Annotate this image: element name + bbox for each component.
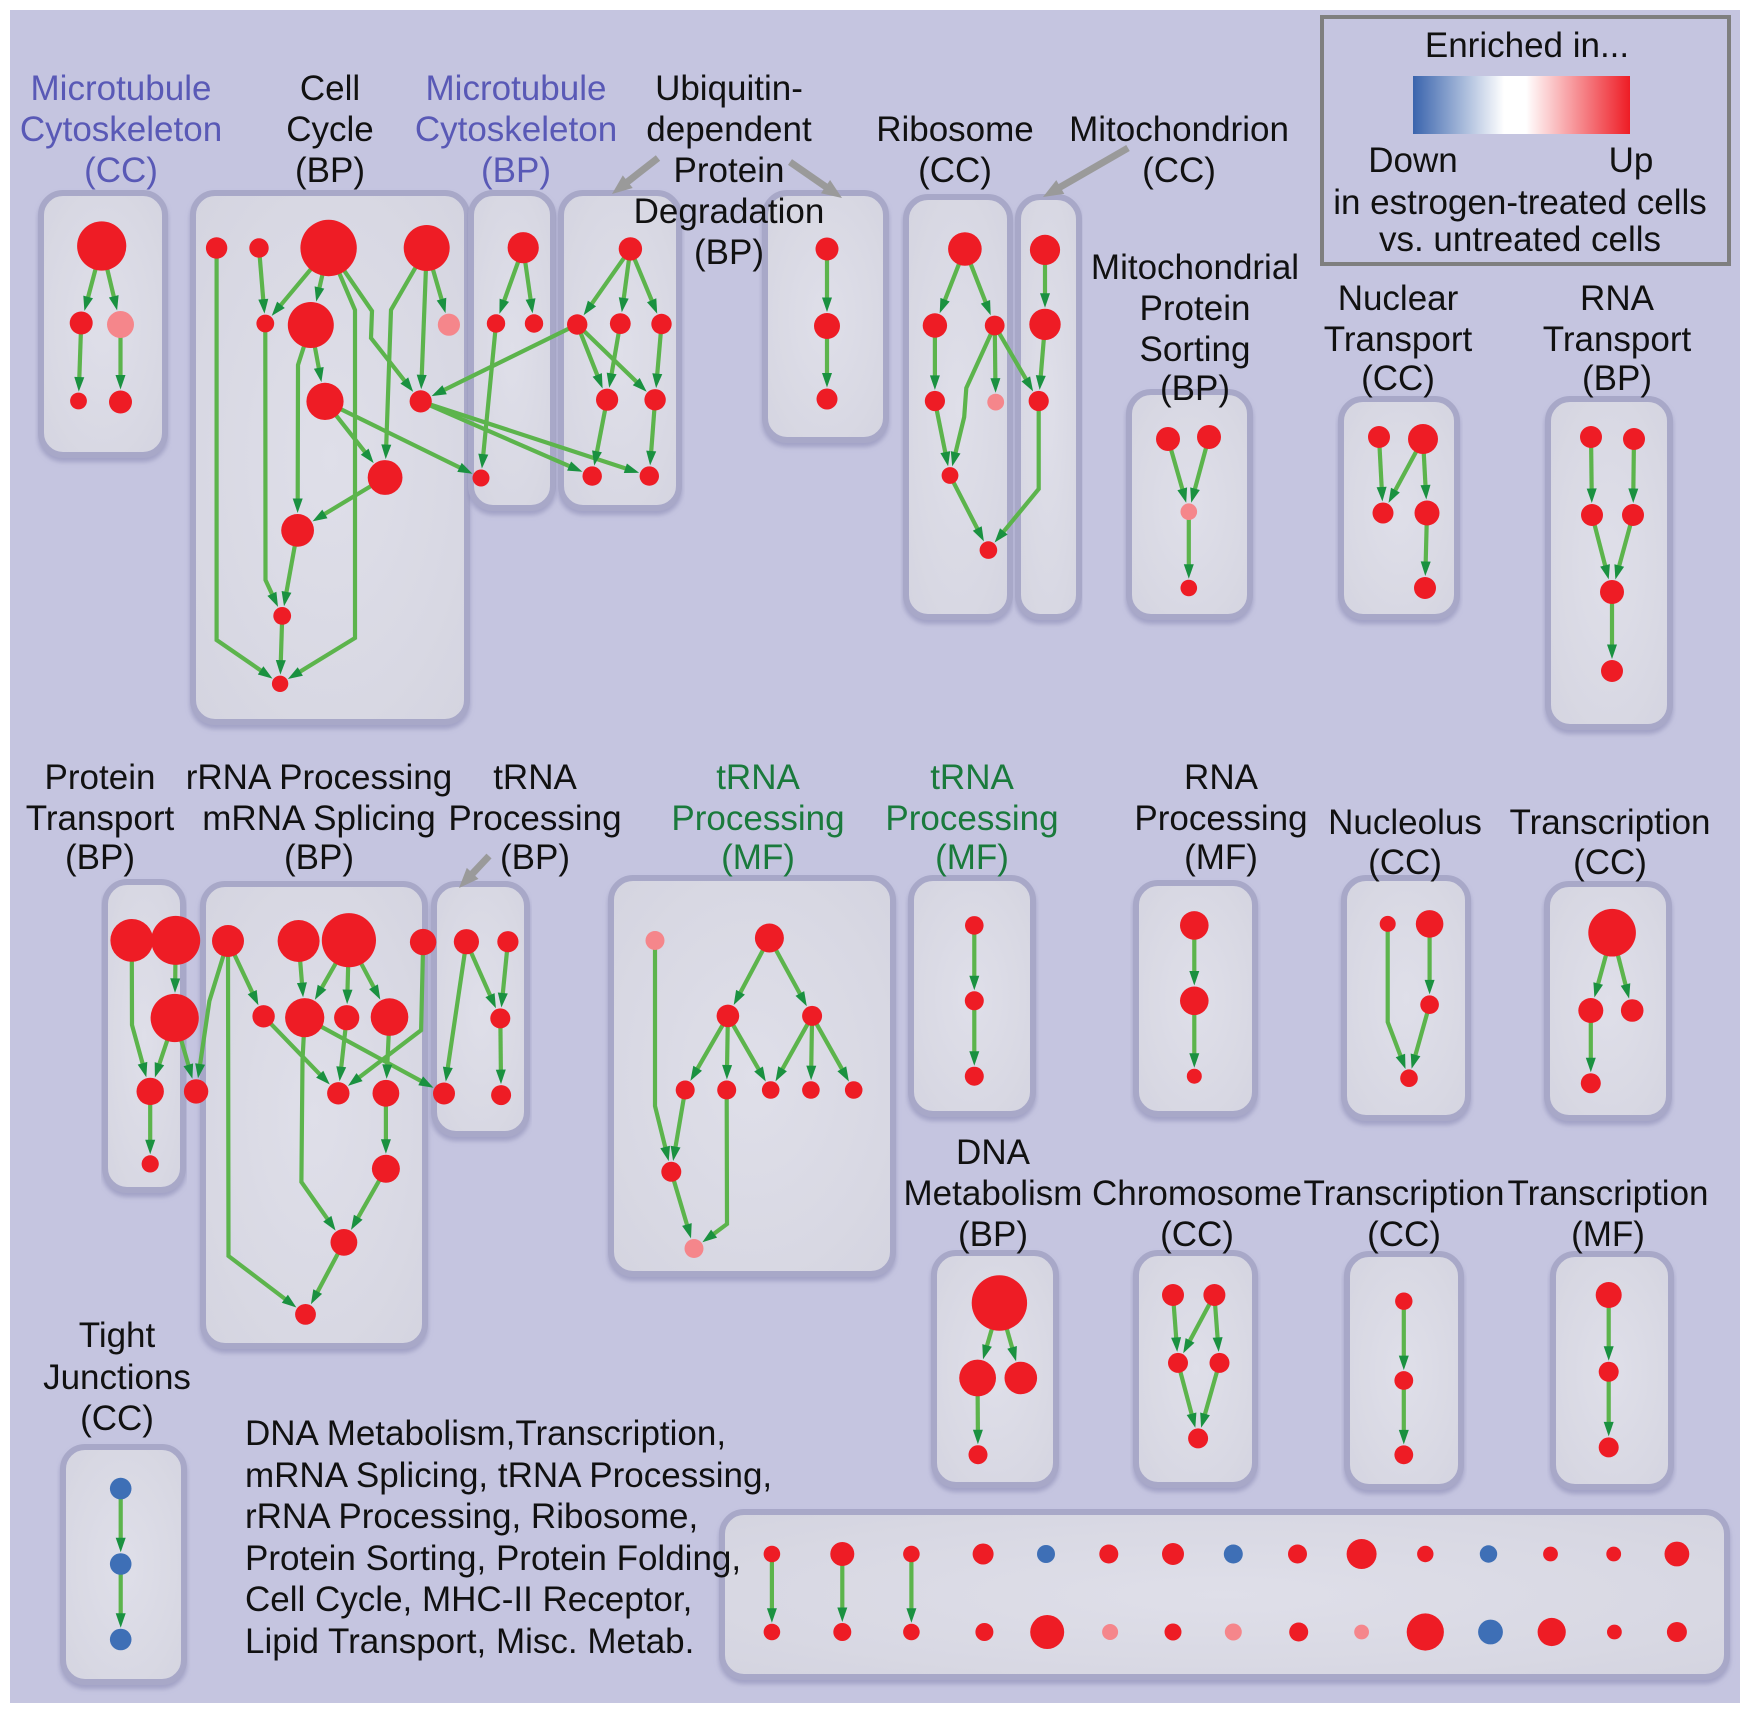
svg-text:(BP): (BP) bbox=[481, 151, 551, 190]
svg-text:Ubiquitin-: Ubiquitin- bbox=[655, 69, 803, 108]
svg-text:mRNA Splicing, tRNA Processing: mRNA Splicing, tRNA Processing, bbox=[245, 1456, 772, 1495]
svg-text:RNA: RNA bbox=[1184, 758, 1259, 797]
svg-text:Ribosome: Ribosome bbox=[876, 110, 1034, 149]
svg-text:Cytoskeleton: Cytoskeleton bbox=[20, 110, 222, 149]
svg-text:Down: Down bbox=[1368, 141, 1457, 180]
svg-text:Junctions: Junctions bbox=[43, 1358, 191, 1397]
svg-text:Sorting: Sorting bbox=[1140, 330, 1251, 369]
svg-text:Transport: Transport bbox=[26, 799, 175, 838]
svg-text:vs. untreated cells: vs. untreated cells bbox=[1379, 220, 1661, 259]
svg-text:(BP): (BP) bbox=[958, 1215, 1028, 1254]
svg-text:Protein: Protein bbox=[674, 151, 785, 190]
svg-text:Transcription: Transcription bbox=[1508, 1174, 1709, 1213]
svg-text:(CC): (CC) bbox=[1368, 843, 1442, 882]
svg-text:Protein: Protein bbox=[1140, 289, 1251, 328]
svg-text:(CC): (CC) bbox=[1367, 1215, 1441, 1254]
svg-text:(BP): (BP) bbox=[65, 838, 135, 877]
svg-text:(CC): (CC) bbox=[918, 151, 992, 190]
svg-text:Processing: Processing bbox=[1134, 799, 1307, 838]
svg-text:DNA: DNA bbox=[956, 1133, 1031, 1172]
svg-text:Tight: Tight bbox=[79, 1316, 156, 1355]
svg-text:Transcription: Transcription bbox=[1510, 803, 1711, 842]
svg-text:Mitochondrial: Mitochondrial bbox=[1091, 248, 1299, 287]
svg-text:Cycle: Cycle bbox=[286, 110, 374, 149]
svg-text:Protein: Protein bbox=[45, 758, 156, 797]
svg-text:tRNA: tRNA bbox=[930, 758, 1014, 797]
svg-text:Degradation: Degradation bbox=[634, 192, 825, 231]
svg-text:Up: Up bbox=[1609, 141, 1654, 180]
svg-text:(MF): (MF) bbox=[721, 838, 795, 877]
svg-text:(CC): (CC) bbox=[1361, 359, 1435, 398]
svg-text:Cell: Cell bbox=[300, 69, 360, 108]
svg-text:(BP): (BP) bbox=[295, 151, 365, 190]
svg-text:Transport: Transport bbox=[1324, 320, 1473, 359]
svg-text:Processing: Processing bbox=[448, 799, 621, 838]
svg-text:(CC): (CC) bbox=[84, 151, 158, 190]
svg-text:rRNA Processing: rRNA Processing bbox=[186, 758, 452, 797]
svg-text:Transport: Transport bbox=[1543, 320, 1692, 359]
svg-text:Enriched in...: Enriched in... bbox=[1425, 26, 1629, 65]
svg-text:tRNA: tRNA bbox=[493, 758, 577, 797]
svg-text:(CC): (CC) bbox=[80, 1399, 154, 1438]
svg-text:Nuclear: Nuclear bbox=[1338, 279, 1459, 318]
svg-text:Microtubule: Microtubule bbox=[31, 69, 212, 108]
svg-text:(BP): (BP) bbox=[694, 233, 764, 272]
svg-text:(BP): (BP) bbox=[1582, 359, 1652, 398]
svg-text:(BP): (BP) bbox=[1160, 369, 1230, 408]
svg-text:Cytoskeleton: Cytoskeleton bbox=[415, 110, 617, 149]
svg-text:Metabolism: Metabolism bbox=[904, 1174, 1083, 1213]
svg-text:(MF): (MF) bbox=[1184, 838, 1258, 877]
svg-text:DNA Metabolism,Transcription,: DNA Metabolism,Transcription, bbox=[245, 1414, 726, 1453]
svg-text:tRNA: tRNA bbox=[716, 758, 800, 797]
svg-text:(MF): (MF) bbox=[1571, 1215, 1645, 1254]
svg-text:mRNA Splicing: mRNA Splicing bbox=[202, 799, 435, 838]
svg-text:dependent: dependent bbox=[646, 110, 812, 149]
svg-text:(BP): (BP) bbox=[500, 838, 570, 877]
svg-text:RNA: RNA bbox=[1580, 279, 1655, 318]
svg-text:(BP): (BP) bbox=[284, 838, 354, 877]
svg-text:Transcription: Transcription bbox=[1304, 1174, 1505, 1213]
svg-text:Lipid Transport, Misc. Metab.: Lipid Transport, Misc. Metab. bbox=[245, 1622, 694, 1661]
svg-text:Protein Sorting, Protein Foldi: Protein Sorting, Protein Folding, bbox=[245, 1539, 741, 1578]
svg-text:(CC): (CC) bbox=[1573, 843, 1647, 882]
svg-text:(CC): (CC) bbox=[1142, 151, 1216, 190]
svg-text:Mitochondrion: Mitochondrion bbox=[1069, 110, 1289, 149]
svg-text:Processing: Processing bbox=[885, 799, 1058, 838]
svg-text:rRNA Processing, Ribosome,: rRNA Processing, Ribosome, bbox=[245, 1497, 698, 1536]
svg-text:Processing: Processing bbox=[671, 799, 844, 838]
svg-text:Chromosome: Chromosome bbox=[1092, 1174, 1302, 1213]
svg-text:(CC): (CC) bbox=[1160, 1215, 1234, 1254]
svg-text:Nucleolus: Nucleolus bbox=[1328, 803, 1482, 842]
svg-text:Cell Cycle, MHC-II Receptor,: Cell Cycle, MHC-II Receptor, bbox=[245, 1580, 692, 1619]
svg-text:(MF): (MF) bbox=[935, 838, 1009, 877]
svg-text:Microtubule: Microtubule bbox=[426, 69, 607, 108]
svg-text:in estrogen-treated cells: in estrogen-treated cells bbox=[1333, 183, 1707, 222]
